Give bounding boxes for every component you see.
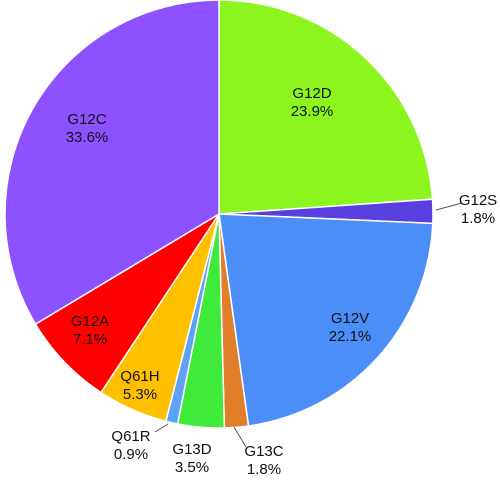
slice-category: G13C (244, 443, 283, 460)
slice-percentage: 23.9% (291, 103, 334, 120)
slice-label-g12s: G12S 1.8% (459, 192, 497, 227)
slice-category: Q61H (120, 368, 159, 385)
pie-slice-g12c (4, 0, 220, 326)
slice-label-q61r: Q61R 0.9% (111, 428, 150, 463)
leader-line-g12s (435, 202, 463, 211)
slice-category: G13D (172, 441, 211, 458)
slice-label-q61h: Q61H 5.3% (120, 368, 159, 403)
slice-category: G12S (459, 192, 497, 209)
leader-line-g13c (233, 426, 247, 448)
leader-line-q61r (154, 423, 169, 433)
slice-category: G12C (67, 111, 106, 128)
slice-category: G12A (71, 313, 109, 330)
slice-label-g12c: G12C 33.6% (66, 111, 109, 146)
slice-percentage: 22.1% (329, 328, 372, 345)
slice-percentage: 33.6% (66, 129, 109, 146)
pie-slice-g12d (218, 0, 434, 215)
slice-percentage: 1.8% (247, 461, 281, 478)
slice-label-g12d: G12D 23.9% (291, 85, 334, 120)
slice-category: Q61R (111, 428, 150, 445)
slice-label-g13c: G13C 1.8% (244, 443, 283, 478)
slice-percentage: 0.9% (114, 446, 148, 463)
slice-category: G12V (331, 310, 369, 327)
pie-slice-g12v (218, 213, 434, 427)
slice-label-g13d: G13D 3.5% (172, 441, 211, 476)
slice-labels: G12D 23.9%G12S 1.8%G12V 22.1%G13C 1.8%G13D 3.… (66, 85, 497, 478)
slice-percentage: 5.3% (123, 386, 157, 403)
slice-category: G12D (292, 85, 331, 102)
slice-percentage: 3.5% (175, 459, 209, 476)
pie-slices (4, 0, 434, 429)
leader-lines (154, 202, 463, 448)
slice-percentage: 1.8% (461, 210, 495, 227)
slice-label-g12v: G12V 22.1% (329, 310, 372, 345)
slice-percentage: 7.1% (73, 331, 107, 348)
slice-label-g12a: G12A 7.1% (71, 313, 109, 348)
